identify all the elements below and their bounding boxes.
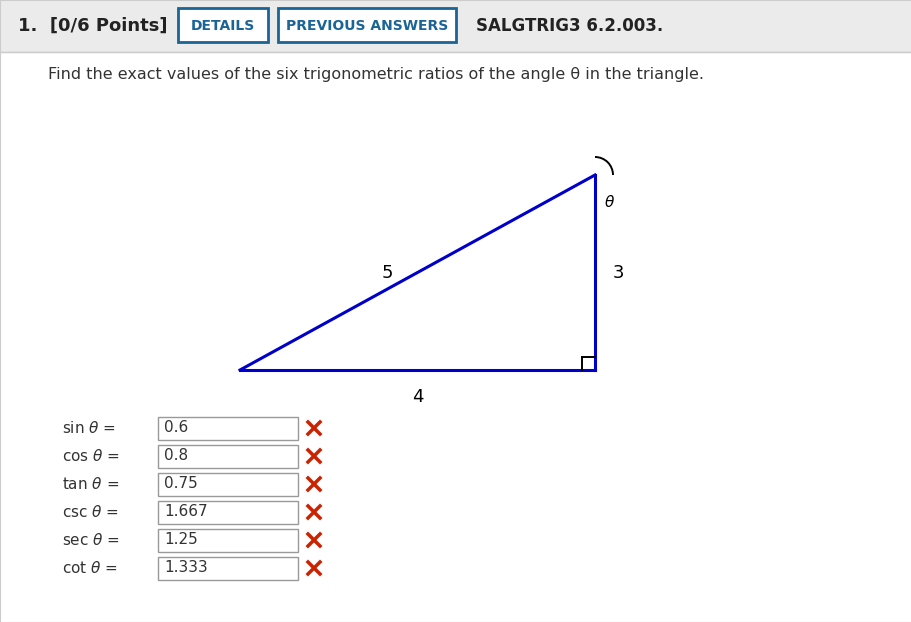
FancyBboxPatch shape <box>158 529 298 552</box>
FancyBboxPatch shape <box>278 8 456 42</box>
FancyBboxPatch shape <box>158 473 298 496</box>
Text: sin $\theta$ =: sin $\theta$ = <box>62 420 116 436</box>
Text: DETAILS: DETAILS <box>190 19 255 33</box>
Text: 1.  [0/6 Points]: 1. [0/6 Points] <box>18 17 168 35</box>
Text: cos $\theta$ =: cos $\theta$ = <box>62 448 119 464</box>
Text: SALGTRIG3 6.2.003.: SALGTRIG3 6.2.003. <box>476 17 662 35</box>
Text: sec $\theta$ =: sec $\theta$ = <box>62 532 119 548</box>
Text: PREVIOUS ANSWERS: PREVIOUS ANSWERS <box>285 19 447 33</box>
Text: 1.667: 1.667 <box>164 504 208 519</box>
FancyBboxPatch shape <box>158 557 298 580</box>
Text: cot $\theta$ =: cot $\theta$ = <box>62 560 118 576</box>
FancyBboxPatch shape <box>158 445 298 468</box>
Text: 5: 5 <box>382 264 393 282</box>
Text: tan $\theta$ =: tan $\theta$ = <box>62 476 119 492</box>
Text: csc $\theta$ =: csc $\theta$ = <box>62 504 118 520</box>
FancyBboxPatch shape <box>178 8 268 42</box>
Text: 1.333: 1.333 <box>164 560 208 575</box>
Text: 1.25: 1.25 <box>164 532 198 547</box>
FancyBboxPatch shape <box>158 417 298 440</box>
Text: θ: θ <box>604 195 614 210</box>
FancyBboxPatch shape <box>0 52 911 622</box>
Text: 0.6: 0.6 <box>164 420 188 435</box>
Text: 0.75: 0.75 <box>164 476 198 491</box>
Text: 0.8: 0.8 <box>164 448 188 463</box>
Text: Find the exact values of the six trigonometric ratios of the angle θ in the tria: Find the exact values of the six trigono… <box>48 67 703 81</box>
Text: 4: 4 <box>411 388 423 406</box>
Text: 3: 3 <box>612 264 624 282</box>
FancyBboxPatch shape <box>0 0 911 52</box>
FancyBboxPatch shape <box>158 501 298 524</box>
